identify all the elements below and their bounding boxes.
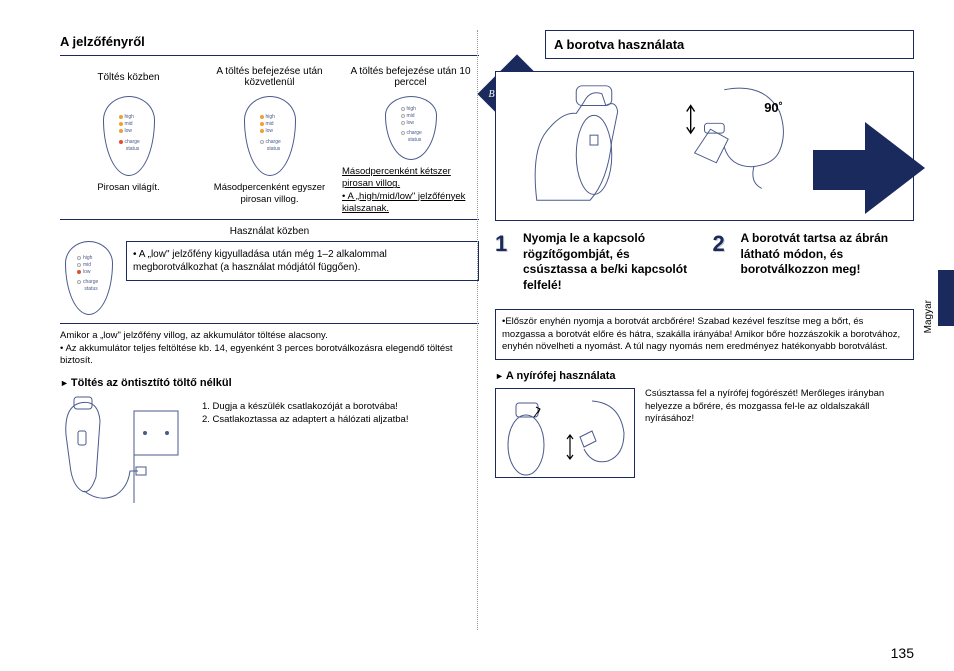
- shaver-diagram: high mid low charge status: [244, 96, 296, 176]
- charging-row: 1. Dugja a készülék csatlakozóját a boro…: [60, 395, 479, 505]
- edge-tab: [938, 270, 954, 326]
- shaving-note-box: •Először enyhén nyomja a borotvát arcbőr…: [495, 309, 914, 360]
- direction-arrowhead: [865, 122, 925, 214]
- shaver-diagram-usage: high mid low charge status: [60, 241, 118, 315]
- usage-note-line: • Az akkumulátor teljes feltöltése kb. 1…: [60, 343, 479, 368]
- shaver-diagram: high mid low charge status: [385, 96, 437, 160]
- trimmer-text: Csúsztassa fel a nyírófej fogórészét! Me…: [645, 388, 914, 425]
- charging-states-row: Töltés közben high mid low charge status…: [60, 64, 479, 220]
- shaving-illustration: 90˚: [495, 71, 914, 221]
- step1-text: Nyomja le a kapcsoló rögzítőgombját, és …: [523, 231, 697, 293]
- trimmer-row: Csúsztassa fel a nyírófej fogórészét! Me…: [495, 388, 914, 478]
- usage-note-line: Amikor a „low" jelzőfény villog, az akku…: [60, 330, 479, 342]
- state-caption-extra: • A „high/mid/low" jelzőfények kialszana…: [342, 191, 479, 216]
- charging-step1: 1. Dugja a készülék csatlakozóját a boro…: [202, 401, 408, 413]
- usage-row: high mid low charge status • A „low" jel…: [60, 241, 479, 315]
- right-section-title: A borotva használata: [545, 30, 914, 59]
- step2-text: A borotvát tartsa az ábrán látható módon…: [741, 231, 915, 293]
- state-caption: Másodpercenként egyszer pirosan villog.: [201, 182, 338, 207]
- column-divider: [477, 30, 478, 630]
- usage-notes: Amikor a „low" jelzőfény villog, az akku…: [60, 323, 479, 367]
- step-number-1: 1: [495, 231, 517, 293]
- state-cell-complete: A töltés befejezése után közvetlenül hig…: [201, 64, 338, 215]
- trimmer-illustration: [495, 388, 635, 478]
- state-caption: Másodpercenként kétszer pirosan villog.: [342, 166, 479, 191]
- step-number-2: 2: [713, 231, 735, 293]
- state-hdr: Töltés közben: [60, 64, 197, 90]
- trimmer-title: A nyírófej használata: [495, 370, 914, 382]
- usage-box: • A „low" jelzőfény kigyulladása után mé…: [126, 241, 479, 281]
- left-section-title: A jelzőfényről: [60, 30, 479, 56]
- language-label: Magyar: [923, 300, 934, 333]
- usage-header: Használat közben: [60, 226, 479, 237]
- state-hdr: A töltés befejezése után 10 perccel: [342, 64, 479, 90]
- socket-illustration: [60, 395, 190, 505]
- state-cell-after10: A töltés befejezése után 10 perccel high…: [342, 64, 479, 215]
- state-hdr: A töltés befejezése után közvetlenül: [201, 64, 338, 90]
- direction-arrow: [813, 150, 869, 190]
- charging-no-dock-title: Töltés az öntisztító töltő nélkül: [60, 377, 479, 389]
- state-caption: Pirosan világít.: [60, 182, 197, 194]
- shaver-diagram: high mid low charge status: [103, 96, 155, 176]
- state-cell-charging: Töltés közben high mid low charge status…: [60, 64, 197, 215]
- steps-row: 1 Nyomja le a kapcsoló rögzítőgombját, é…: [495, 231, 914, 301]
- charging-steps: 1. Dugja a készülék csatlakozóját a boro…: [202, 395, 408, 426]
- page-number: 135: [891, 645, 914, 661]
- angle-label: 90˚: [764, 100, 783, 115]
- charging-step2: 2. Csatlakoztassa az adaptert a hálózati…: [202, 414, 408, 426]
